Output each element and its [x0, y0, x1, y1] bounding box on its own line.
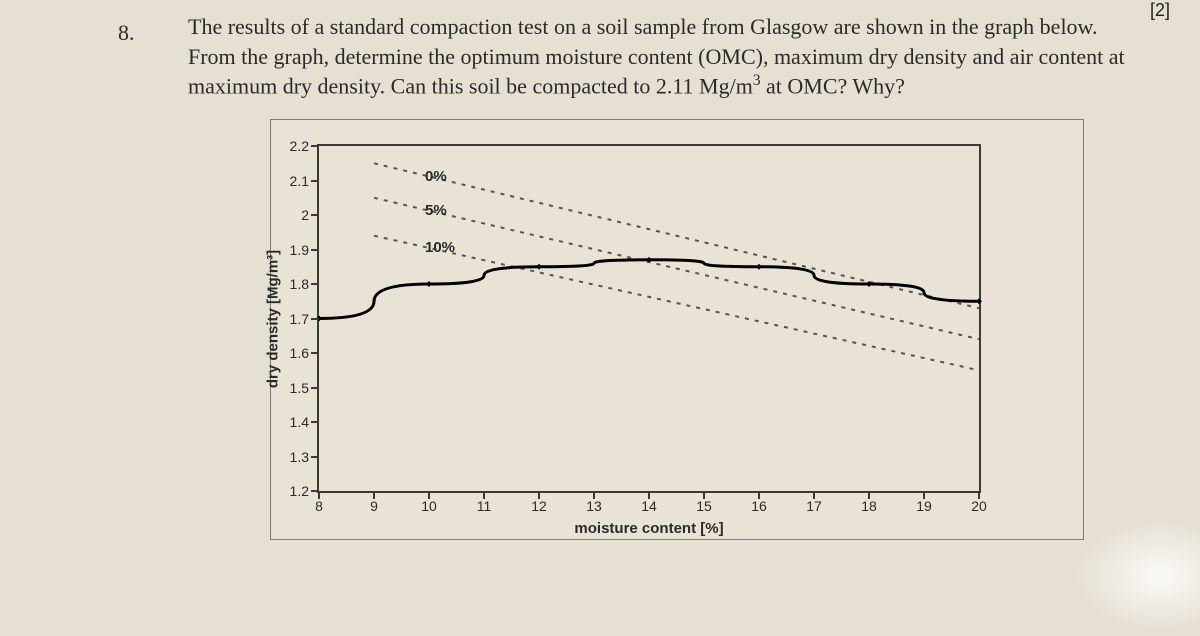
question-text-main: The results of a standard compaction tes…	[188, 14, 1125, 99]
x-tick-label: 20	[971, 498, 987, 514]
x-tick-label: 8	[315, 498, 323, 514]
x-tick-label: 9	[370, 498, 378, 514]
y-tick-label: 2.1	[290, 173, 309, 189]
y-tick-label: 1.6	[290, 345, 309, 361]
y-tick	[311, 214, 319, 216]
y-tick-label: 1.2	[290, 483, 309, 499]
exponent-3: 3	[753, 72, 761, 89]
x-tick-label: 17	[806, 498, 822, 514]
x-axis-title: moisture content [%]	[574, 520, 723, 537]
y-tick-label: 1.5	[290, 380, 309, 396]
y-tick	[311, 352, 319, 354]
y-tick-label: 1.9	[290, 242, 309, 258]
question-text-tail: at OMC? Why?	[761, 74, 905, 99]
x-tick-label: 13	[586, 498, 602, 514]
y-tick	[311, 145, 319, 147]
y-tick	[311, 456, 319, 458]
plot-area: dry density [Mg/m³] moisture content [%]…	[317, 144, 981, 493]
chart-frame: dry density [Mg/m³] moisture content [%]…	[270, 119, 1084, 540]
x-tick-label: 19	[916, 498, 932, 514]
y-tick	[311, 283, 319, 285]
y-tick-label: 1.7	[290, 311, 309, 327]
x-tick-label: 10	[421, 498, 437, 514]
curves-svg	[319, 146, 979, 491]
y-tick	[311, 249, 319, 251]
y-tick-label: 1.3	[290, 449, 309, 465]
air-void-label: 5%	[425, 202, 447, 219]
question-text: The results of a standard compaction tes…	[188, 12, 1130, 101]
marks-tag: [2]	[1150, 0, 1170, 21]
x-tick-label: 15	[696, 498, 712, 514]
y-tick-label: 2.2	[290, 138, 309, 154]
y-tick	[311, 318, 319, 320]
y-tick	[311, 387, 319, 389]
page: [2] 8. The results of a standard compact…	[0, 0, 1200, 636]
y-tick-label: 1.4	[290, 414, 309, 430]
question-number: 8.	[118, 20, 135, 46]
y-axis-title: dry density [Mg/m³]	[265, 250, 282, 388]
x-tick-label: 14	[641, 498, 657, 514]
y-tick	[311, 180, 319, 182]
air-void-label: 0%	[425, 168, 447, 185]
air-void-label: 10%	[425, 239, 455, 256]
x-tick-label: 16	[751, 498, 767, 514]
y-tick-label: 1.8	[290, 276, 309, 292]
y-tick-label: 2	[301, 207, 309, 223]
x-tick-label: 12	[531, 498, 547, 514]
y-tick	[311, 421, 319, 423]
x-tick-label: 18	[861, 498, 877, 514]
x-tick-label: 11	[477, 498, 492, 514]
